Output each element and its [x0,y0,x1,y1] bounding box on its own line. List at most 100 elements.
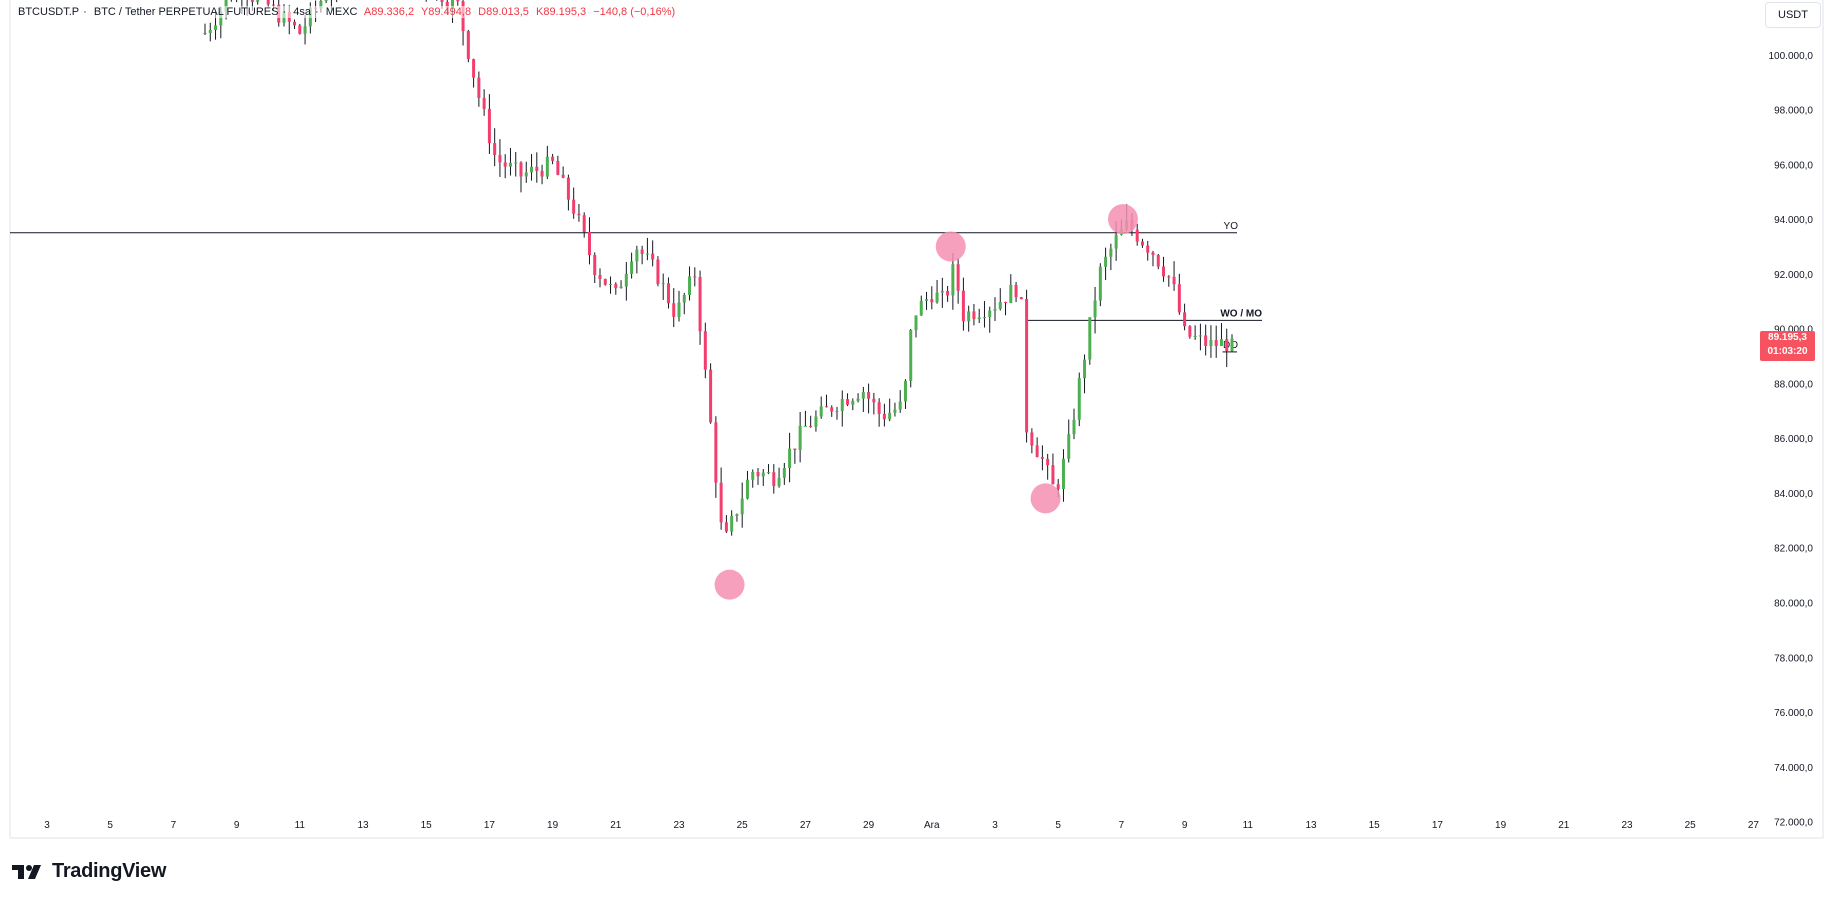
time-axis-tick-label: 13 [1305,820,1317,831]
swing-marker-circle[interactable] [714,569,745,600]
candle-body [951,264,955,296]
candle-body [1230,338,1234,351]
candle-body [1183,312,1187,327]
candle-body [840,399,844,412]
candle-body [472,59,476,78]
candle-body [256,0,260,2]
currency-button[interactable]: USDT [1765,2,1821,28]
candles [203,0,1234,536]
candle-body [672,303,676,317]
candle-body [793,448,797,451]
candle-body [577,213,581,216]
candle-body [1040,456,1044,459]
candle-body [535,166,539,171]
candle-body [619,286,623,289]
exchange-label: MEXC [325,6,358,18]
candle-body [724,522,728,532]
candle-body [925,299,929,301]
candle-body [493,143,497,156]
candle-body [656,259,660,285]
symbol-name[interactable]: BTCUSDT.P [18,6,80,18]
time-axis-tick-label: 3 [44,820,50,831]
candle-body [1104,256,1108,267]
candle-body [603,279,607,285]
candle-body [545,156,549,177]
candle-body [740,498,744,515]
symbol-description: BTC / Tether PERPETUAL FUTURES [93,6,279,18]
candle-body [440,0,444,3]
candle-body [540,170,544,177]
candle-body [772,472,776,487]
candle-body [767,472,771,474]
candle-body [788,448,792,468]
price-axis-tick-label: 80.000,0 [1774,598,1813,609]
candle-body [645,253,649,255]
candle-body [1140,241,1144,246]
swing-marker-circle[interactable] [935,231,966,262]
candle-body [561,174,565,178]
candle-body [830,407,834,412]
candle-body [524,172,528,177]
time-axis-tick-label: 9 [234,820,240,831]
chart-frame [9,0,1824,839]
price-axis: 100.000,0 98.000,0 96.000,0 94.000,0 92.000,… [1769,51,1814,829]
candle-body [1014,284,1018,298]
candle-body [1151,252,1155,256]
price-axis-tick-label: 86.000,0 [1774,434,1813,445]
header-separator: · [282,6,287,18]
candle-body [956,264,960,291]
candle-body [993,308,997,311]
candle-body [693,276,697,278]
candle-body [456,0,460,2]
candle-body [914,315,918,331]
candle-body [503,162,507,167]
time-axis-tick-label: Ara [924,820,940,831]
swing-marker-circle[interactable] [1030,483,1061,514]
candle-body [919,300,923,316]
candle-body [709,369,713,423]
tradingview-logo[interactable]: TradingView [12,860,166,883]
candle-body [751,472,755,480]
candle-body [761,472,765,477]
candle-body [598,275,602,280]
candle-body [1061,458,1065,490]
timeframe-label[interactable]: 4sa [293,6,311,18]
candle-body [688,276,692,296]
candle-body [824,406,828,408]
time-axis: 3 5 7 9 11 13 15 17 19 21 23 25 27 29 Ara 3 5 7 9 11 13 15 17 1… [44,820,1759,831]
candle-body [867,392,871,399]
time-axis-tick-label: 27 [800,820,812,831]
candle-body [1093,300,1097,318]
candle-body [466,30,470,60]
candle-body [1225,339,1229,351]
candle-body [1051,465,1055,485]
candle-body [551,156,555,161]
candle-body [735,514,739,516]
tradingview-logo-icon [12,864,41,879]
candle-body [1162,266,1166,277]
swing-marker-circle[interactable] [1107,204,1138,235]
candle-body [451,0,455,8]
candle-body [682,295,686,303]
ohlc-low: D89.013,5 [478,6,529,18]
candle-body [940,290,944,293]
candle-body [1109,248,1113,257]
candle-body [730,515,734,532]
candle-body [803,425,807,427]
candle-body [719,482,723,523]
time-axis-tick-label: 9 [1182,820,1188,831]
candle-body [861,392,865,399]
candle-body [1072,419,1076,435]
symbol-header: BTCUSDT.P · BTC / Tether PERPETUAL FUTURE… [18,6,680,18]
candle-body [814,416,818,427]
candle-body [224,0,228,12]
time-axis-tick-label: 23 [673,820,685,831]
time-axis-tick-label: 3 [992,820,998,831]
candle-body [1077,378,1081,420]
candle-body [1035,445,1039,457]
candle-body [835,411,839,413]
ohlc-open: A89.336,2 [363,6,415,18]
time-axis-tick-label: 15 [1369,820,1381,831]
candle-body [856,398,860,401]
